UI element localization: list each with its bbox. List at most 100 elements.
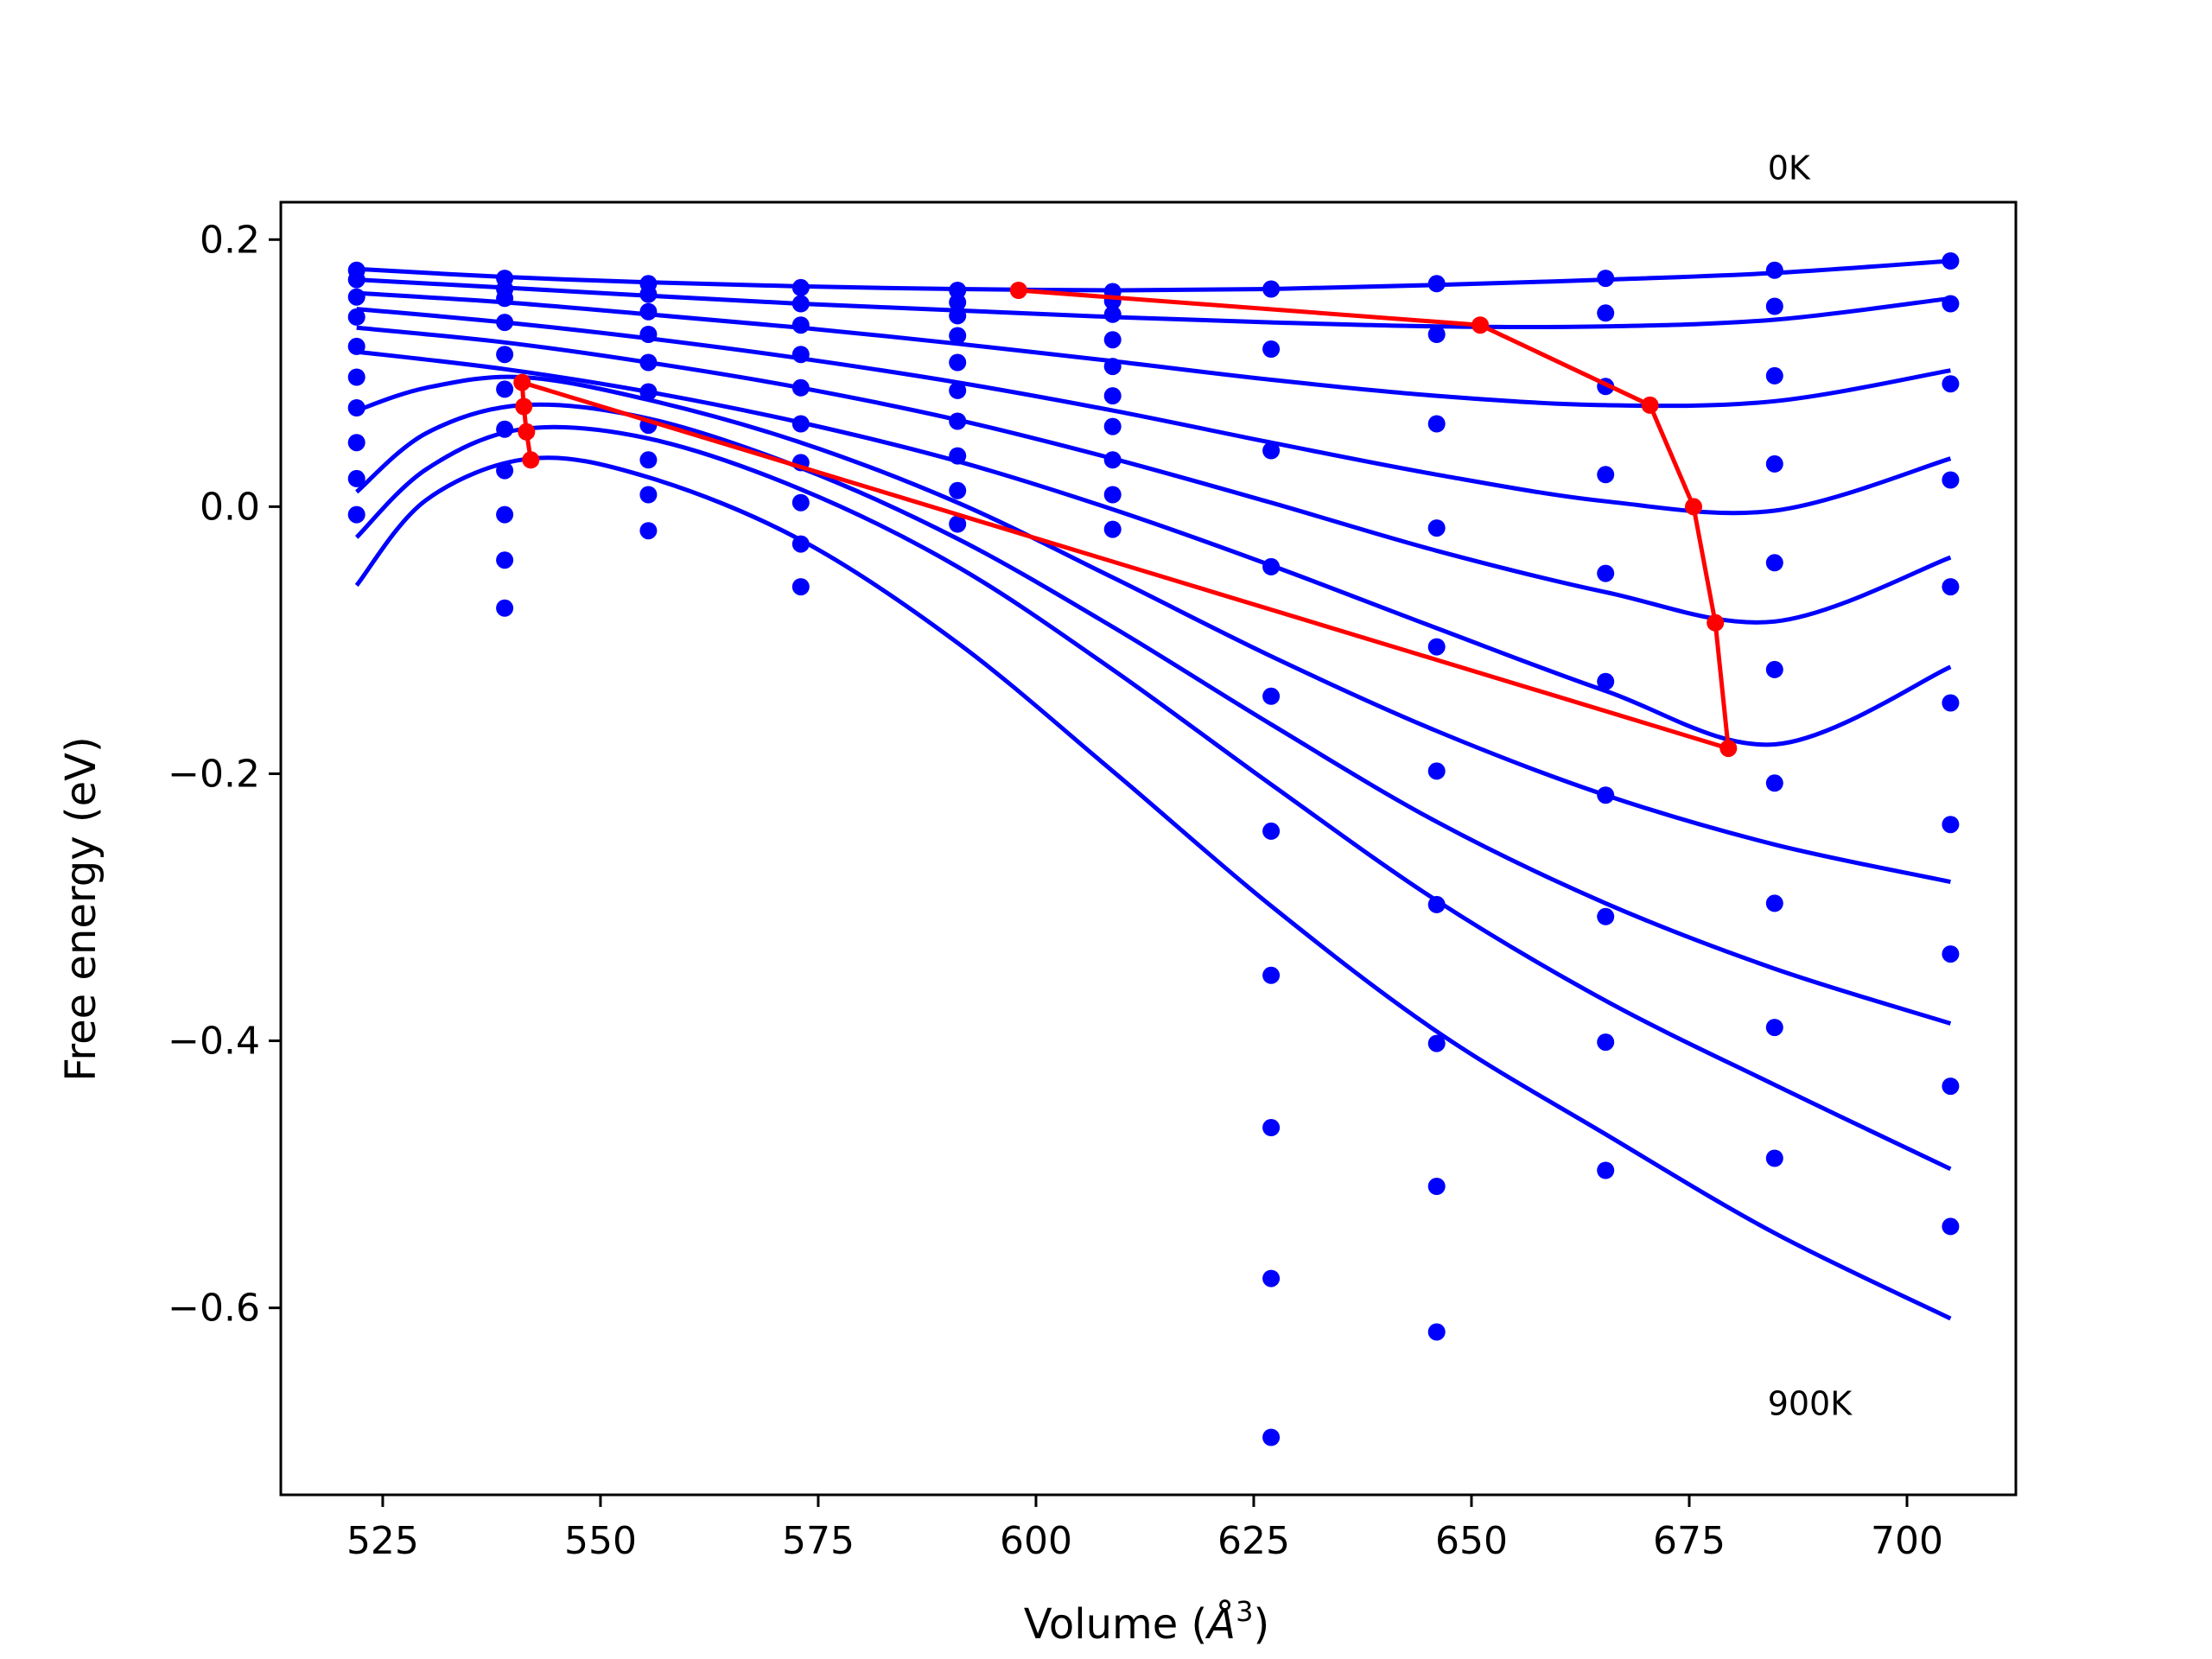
fit-curve-6 <box>355 374 1951 885</box>
fit-curve-7 <box>355 402 1952 1026</box>
data-point <box>1597 466 1615 484</box>
axes <box>279 200 2018 1497</box>
temperature-annotation: 900K <box>1768 1384 1853 1422</box>
x-tick-label: 675 <box>1653 1519 1726 1563</box>
data-point <box>639 486 658 504</box>
data-point <box>496 420 514 438</box>
data-point <box>1597 270 1615 288</box>
data-point <box>791 415 810 433</box>
x-axis-label: Volume (Å3) <box>1024 1595 1269 1649</box>
minimum-trace-point <box>1009 282 1027 299</box>
minimum-trace-line <box>519 288 1732 752</box>
data-point <box>1103 451 1122 469</box>
data-point <box>1427 1178 1446 1195</box>
data-point <box>791 378 810 397</box>
data-point <box>1765 454 1783 473</box>
x-tick-label: 650 <box>1435 1519 1508 1563</box>
data-point <box>1597 907 1615 925</box>
x-tick-label: 550 <box>564 1519 637 1563</box>
data-point <box>1942 375 1960 393</box>
data-point <box>1262 340 1281 358</box>
data-point <box>1427 638 1446 656</box>
x-tick-label: 700 <box>1871 1519 1943 1563</box>
data-point <box>639 522 658 540</box>
y-axis-label: Free energy (eV) <box>57 736 105 1081</box>
y-tick-label: −0.6 <box>168 1287 260 1331</box>
data-point <box>1597 672 1615 690</box>
data-point <box>347 469 365 487</box>
annotations: 0K 900K <box>1768 149 1853 1423</box>
x-axis-label-prefix: Volume ( <box>1024 1600 1208 1649</box>
data-point <box>1765 1149 1783 1167</box>
data-point <box>496 380 514 398</box>
minimum-trace-point <box>518 423 536 441</box>
data-point <box>1262 557 1281 575</box>
data-point <box>496 289 514 308</box>
data-point <box>791 316 810 334</box>
data-point <box>949 381 967 399</box>
data-point <box>1942 578 1960 596</box>
data-point <box>1427 275 1446 293</box>
data-point <box>949 353 967 372</box>
minimum-trace <box>513 282 1738 758</box>
data-point <box>639 383 658 401</box>
fit-curve-1 <box>356 277 1951 329</box>
data-point <box>347 288 365 306</box>
data-point <box>1262 1119 1281 1136</box>
data-point <box>1427 1323 1446 1341</box>
data-point <box>1427 895 1446 913</box>
minimum-trace-point <box>1719 740 1738 758</box>
data-point <box>347 270 365 289</box>
data-point <box>791 278 810 296</box>
data-point <box>639 353 658 372</box>
data-point <box>1597 304 1615 322</box>
data-point <box>1765 297 1783 315</box>
data-point <box>1262 822 1281 840</box>
x-tick-label: 600 <box>1000 1519 1072 1563</box>
data-point <box>1942 295 1960 313</box>
data-point <box>496 314 514 332</box>
data-point <box>639 302 658 321</box>
data-point <box>1262 442 1281 460</box>
data-point <box>347 337 365 355</box>
fit-curve-9 <box>354 455 1952 1321</box>
data-point <box>1262 966 1281 984</box>
data-point <box>1103 331 1122 349</box>
data-point <box>1262 687 1281 705</box>
data-point <box>1103 417 1122 435</box>
fit-curve-8 <box>354 424 1952 1172</box>
y-tick-label: 0.2 <box>200 218 260 262</box>
data-point <box>496 599 514 617</box>
data-point <box>496 551 514 569</box>
data-point <box>1765 894 1783 912</box>
data-point <box>949 327 967 345</box>
data-point <box>949 307 967 325</box>
data-point <box>1103 387 1122 405</box>
data-point <box>496 461 514 480</box>
y-tick-label: −0.4 <box>168 1020 260 1064</box>
data-point <box>791 295 810 313</box>
data-point <box>791 578 810 596</box>
data-point <box>1942 471 1960 489</box>
data-point <box>639 285 658 303</box>
data-point <box>1427 1034 1446 1052</box>
data-point <box>1103 520 1122 538</box>
minimum-trace-point <box>522 451 540 469</box>
data-point <box>1765 366 1783 385</box>
data-point <box>1942 1077 1960 1096</box>
fit-curve-4 <box>356 325 1952 625</box>
temperature-annotation: 0K <box>1768 149 1811 188</box>
minimum-trace-point <box>1471 316 1490 334</box>
data-point <box>1262 1428 1281 1446</box>
data-point <box>1427 519 1446 537</box>
x-axis-label-suffix: ) <box>1253 1600 1269 1649</box>
data-point <box>1427 415 1446 433</box>
data-point <box>1765 1019 1783 1037</box>
data-point <box>949 481 967 499</box>
y-ticks: 0.2 0.0 −0.2 −0.4 −0.6 <box>168 218 281 1331</box>
data-point <box>949 412 967 430</box>
data-point <box>1427 326 1446 343</box>
data-point <box>791 493 810 512</box>
data-point <box>1597 1161 1615 1179</box>
